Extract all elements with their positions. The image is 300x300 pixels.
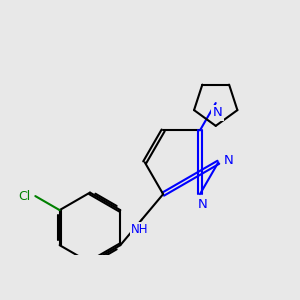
Text: N: N xyxy=(198,198,208,211)
Text: N: N xyxy=(224,154,234,167)
Text: NH: NH xyxy=(131,223,149,236)
Text: Cl: Cl xyxy=(18,190,30,202)
Text: N: N xyxy=(213,106,222,119)
